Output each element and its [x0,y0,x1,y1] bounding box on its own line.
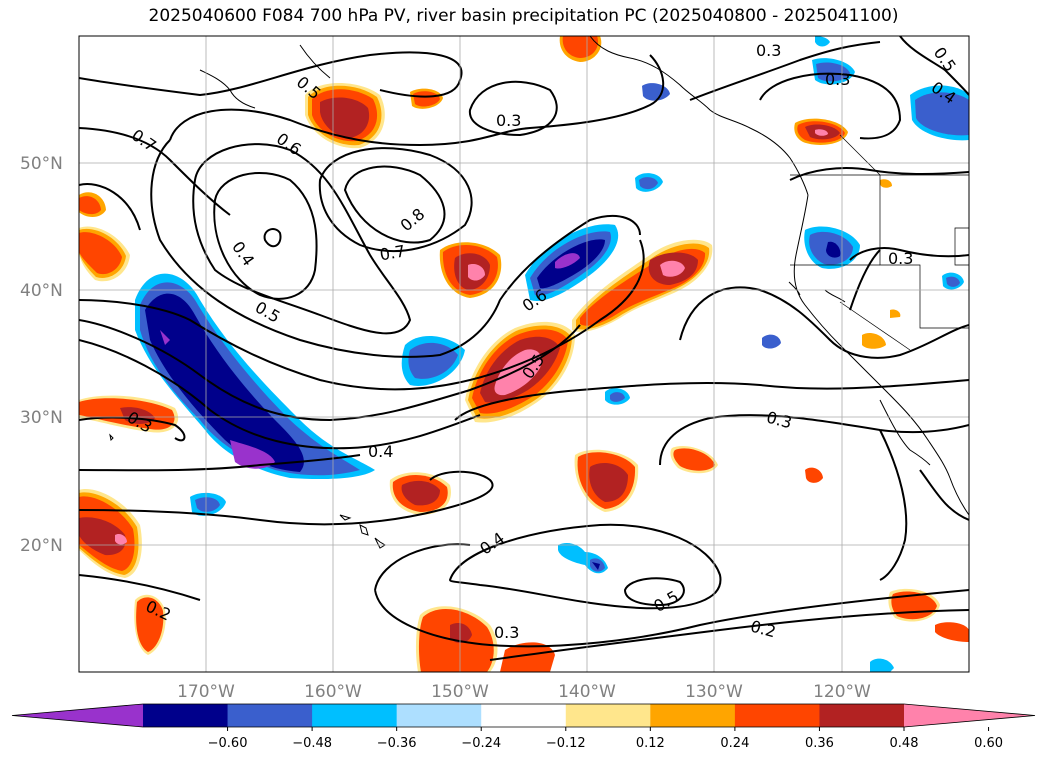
contour-label: 0.3 [756,41,781,60]
pv-contour-05-left [79,239,645,391]
colorbar-tick-label: 0.24 [720,736,749,751]
colorbar-tick-label: 0.12 [636,736,665,751]
lon-label: 150°W [431,682,489,702]
pv-contour-03-bottom [79,339,481,450]
pv-contour-05-inner [192,143,412,335]
colorbar-outline [11,703,1036,728]
contour-label: 0.4 [368,442,393,461]
contour-label: 0.3 [496,111,521,130]
lon-label: 140°W [558,682,616,702]
pv-contour-04-east [879,429,908,581]
pv-contour-03-california [849,247,969,261]
lon-label: 120°W [813,682,871,702]
pv-contour-03-east [659,414,969,466]
contour-label: 0.7 [378,241,406,264]
pv-contour-02-low [79,470,494,526]
colorbar-tick-label: −0.12 [546,736,586,751]
colorbar-tick-label: −0.36 [377,736,417,751]
pv-contour-08-loop [343,165,446,244]
pv-contour-03-lower [79,416,186,442]
pv-contour-03-pacnw [849,249,881,311]
colorbar-segment [565,704,651,727]
colorbar-segment [819,704,905,727]
contour-label: 0.3 [825,70,850,89]
lat-label: 50°N [20,154,63,174]
lat-label: 20°N [20,536,63,556]
colorbar-tick-label: −0.24 [461,736,501,751]
colorbar-segment [227,704,313,727]
pv-contour-top-arc [79,51,463,98]
pv-contour-05-southloop [623,577,685,607]
pv-contour-02-bottom [489,609,969,661]
contour-label: 0.3 [888,249,913,268]
lon-label: 130°W [685,682,743,702]
pv-contour-04-left [79,319,581,422]
pv-contour-03-left [79,183,141,231]
colorbar-extend-max [904,704,1035,727]
map-frame [78,35,970,673]
pv-contour-03-north [689,41,881,101]
pv-contour-05-east [679,286,969,359]
pv-contour-06 [150,54,665,358]
country-borders [790,134,969,351]
pv-contour-04-inner [213,172,318,300]
colorbar-segment [481,704,567,727]
colorbar-tick-label: 0.36 [805,736,834,751]
lon-label: 160°W [304,682,362,702]
colorbar: −0.60 −0.48 −0.36 −0.24 −0.12 0.12 0.24 0.36 0.4… [11,703,1036,751]
contour-label: 0.3 [494,623,519,642]
lat-labels: 50°N 40°N 30°N 20°N [20,154,63,556]
colorbar-tick-label: −0.60 [208,736,248,751]
pv-contour-04-southloop [448,523,722,610]
pv-contour-07-left [79,127,231,216]
lat-label: 30°N [20,408,63,428]
pv-contour-05-top [468,80,558,137]
colorbar-segment [650,704,736,727]
colorbar-segment [312,704,398,727]
colorbar-extend-min [12,704,143,727]
lon-labels: 170°W 160°W 150°W 140°W 130°W 120°W [177,682,871,702]
precip-shading [79,36,969,672]
coastline [109,36,969,549]
pv-contour-ne-west [759,72,902,140]
colorbar-tick-label: 0.60 [974,736,1003,751]
lat-label: 40°N [20,281,63,301]
colorbar-segment [396,704,482,727]
pv-contour-03-bahia [919,469,969,521]
lon-label: 170°W [177,682,235,702]
pv-contour-main-east [454,379,969,421]
colorbar-segment [734,704,820,727]
colorbar-tick-label: 0.48 [890,736,919,751]
pv-contour-ne-upper [899,36,969,96]
map-title: 2025040600 F084 700 hPa PV, river basin … [148,6,899,26]
pv-contour-low-center [263,228,282,248]
colorbar-tick-label: −0.48 [292,736,332,751]
pv-contour-04-south [79,574,201,601]
pv-contour-bottom-large [374,543,969,648]
graticule [79,36,969,672]
pv-contour-07 [318,147,473,253]
colorbar-segment [143,704,229,727]
pv-contour-ne-lower [789,167,969,181]
